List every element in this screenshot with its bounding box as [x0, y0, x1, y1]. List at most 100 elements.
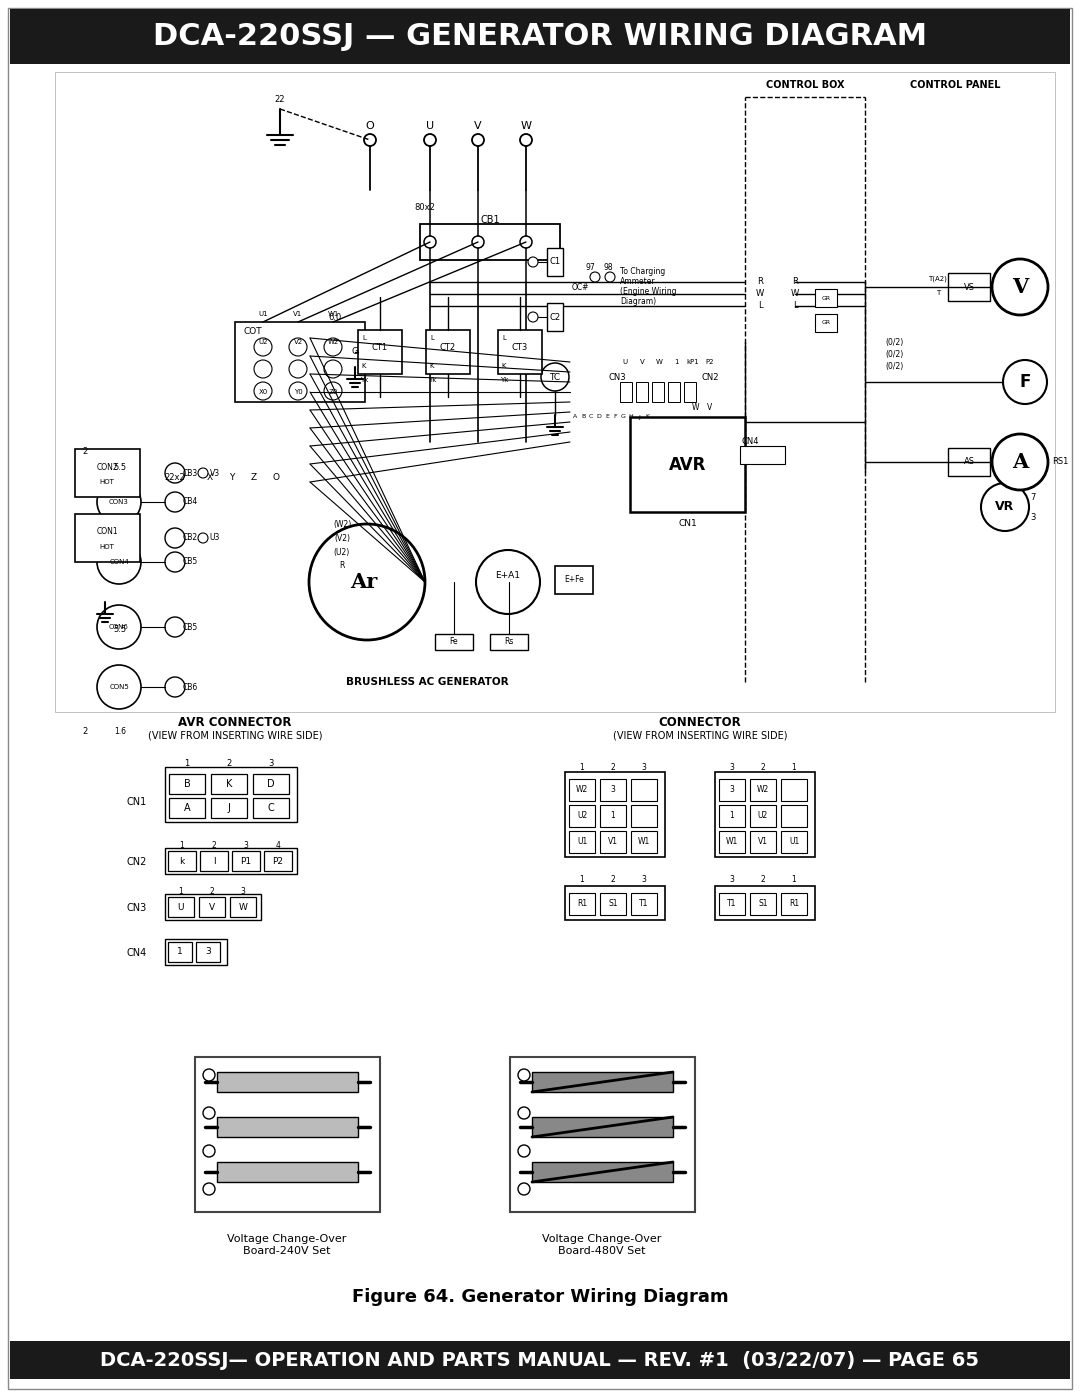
Bar	[546, 303, 563, 331]
Text: W: W	[691, 402, 699, 412]
Text: Y: Y	[229, 472, 234, 482]
Text: E+A1: E+A1	[496, 570, 521, 580]
Text: kP1: kP1	[687, 359, 700, 365]
Circle shape	[324, 381, 342, 400]
Bar	[498, 330, 542, 374]
Text: 1: 1	[177, 947, 183, 957]
Circle shape	[424, 134, 436, 147]
Text: GR: GR	[822, 320, 831, 326]
Circle shape	[1003, 360, 1047, 404]
Text: W: W	[521, 122, 531, 131]
Bar	[168, 798, 205, 819]
Bar	[165, 767, 297, 821]
Bar	[569, 805, 595, 827]
Text: A: A	[184, 803, 190, 813]
Bar	[569, 831, 595, 854]
Text: CB4: CB4	[183, 497, 198, 507]
Text: HOT: HOT	[99, 543, 114, 550]
Bar	[195, 942, 220, 963]
Text: 1: 1	[674, 359, 678, 365]
Text: 2: 2	[82, 728, 87, 736]
Text: P2: P2	[705, 359, 714, 365]
Text: 3: 3	[610, 785, 616, 795]
Text: CON1: CON1	[96, 528, 118, 536]
Bar	[600, 780, 626, 800]
Text: L: L	[502, 335, 505, 341]
Text: V1: V1	[294, 312, 302, 317]
Text: V: V	[474, 122, 482, 131]
Text: J: J	[638, 415, 640, 419]
Bar	[420, 224, 561, 260]
Text: BRUSHLESS AC GENERATOR: BRUSHLESS AC GENERATOR	[346, 678, 509, 687]
Bar	[211, 798, 247, 819]
Text: R: R	[757, 278, 762, 286]
Text: 1: 1	[610, 812, 616, 820]
Text: F: F	[613, 415, 617, 419]
Circle shape	[289, 360, 307, 379]
Text: K: K	[430, 363, 434, 369]
Bar	[669, 381, 680, 402]
Text: 3: 3	[268, 760, 273, 768]
Text: 22: 22	[274, 95, 285, 103]
Circle shape	[364, 134, 376, 147]
Text: Yk: Yk	[360, 377, 368, 383]
Bar	[217, 1118, 357, 1137]
Bar	[684, 381, 696, 402]
Bar	[815, 289, 837, 307]
Text: 1: 1	[792, 876, 796, 884]
Bar	[781, 780, 807, 800]
Circle shape	[254, 381, 272, 400]
Text: RS1: RS1	[1052, 457, 1068, 467]
Circle shape	[528, 257, 538, 267]
Circle shape	[97, 481, 141, 524]
Bar	[631, 831, 657, 854]
Text: CB5: CB5	[183, 557, 198, 567]
Circle shape	[97, 605, 141, 650]
Circle shape	[203, 1183, 215, 1194]
Circle shape	[981, 483, 1029, 531]
Text: E: E	[605, 415, 609, 419]
Text: 5.5: 5.5	[113, 626, 126, 634]
Bar	[781, 831, 807, 854]
Text: 4: 4	[275, 841, 281, 851]
Bar	[715, 773, 815, 856]
Text: AS: AS	[963, 457, 974, 467]
Text: HOT: HOT	[99, 479, 114, 485]
Text: (0/2): (0/2)	[885, 351, 903, 359]
Bar	[217, 1162, 357, 1182]
Text: VS: VS	[963, 282, 974, 292]
Text: CN4: CN4	[126, 949, 147, 958]
Text: CN1: CN1	[126, 798, 147, 807]
Bar	[75, 514, 140, 562]
Text: V: V	[208, 902, 215, 911]
Text: 1: 1	[730, 812, 734, 820]
Text: A: A	[572, 415, 577, 419]
Circle shape	[198, 468, 208, 478]
Circle shape	[165, 617, 185, 637]
Bar	[232, 851, 260, 870]
Bar	[750, 805, 777, 827]
Text: CN2: CN2	[126, 856, 147, 868]
Bar	[948, 448, 990, 476]
Text: CON2: CON2	[96, 462, 118, 472]
Text: CON5: CON5	[109, 685, 129, 690]
Bar	[948, 272, 990, 300]
Text: (0/2): (0/2)	[885, 362, 903, 372]
Bar	[10, 8, 1070, 64]
Bar	[750, 893, 777, 915]
Text: OC#: OC#	[571, 282, 589, 292]
Text: 5.5: 5.5	[113, 462, 126, 472]
Circle shape	[165, 492, 185, 511]
Text: P1: P1	[241, 856, 252, 866]
Text: C1: C1	[550, 257, 561, 267]
Text: X0: X0	[258, 388, 268, 395]
Text: E+Fe: E+Fe	[564, 576, 584, 584]
Text: V3: V3	[210, 468, 220, 478]
Text: 3: 3	[730, 763, 734, 771]
Bar	[230, 897, 256, 916]
Bar	[750, 831, 777, 854]
Text: Y0: Y0	[294, 388, 302, 395]
Text: V1: V1	[758, 837, 768, 847]
Text: 3: 3	[730, 876, 734, 884]
Circle shape	[472, 236, 484, 249]
